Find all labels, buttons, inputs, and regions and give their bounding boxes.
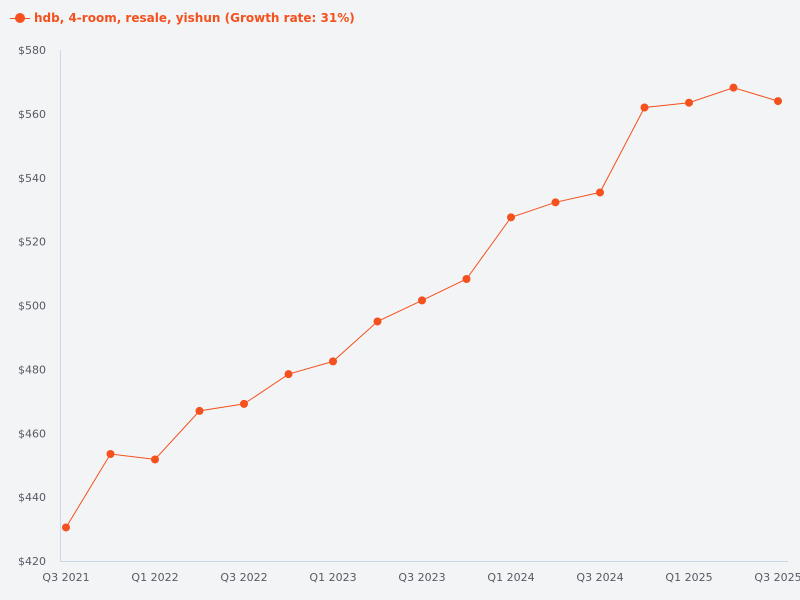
x-tick-label: Q3 2023	[398, 571, 445, 584]
legend-item[interactable]: hdb, 4-room, resale, yishun (Growth rate…	[10, 8, 355, 28]
y-tick-label: $520	[18, 236, 46, 249]
data-point	[373, 317, 382, 326]
x-tick-label: Q1 2023	[309, 571, 356, 584]
y-tick-label: $440	[18, 491, 46, 504]
data-point	[284, 370, 293, 379]
series-layer	[62, 83, 782, 532]
y-axis-tick-labels: $420 $440 $460 $480 $500 $520 $540 $560 $580	[18, 44, 46, 568]
x-tick-label: Q3 2022	[220, 571, 267, 584]
data-point	[329, 357, 337, 366]
x-tick-label: Q1 2025	[665, 571, 712, 584]
x-tick-label: Q1 2022	[131, 571, 178, 584]
data-point	[151, 455, 159, 464]
x-tick-label: Q3 2021	[42, 571, 89, 584]
y-tick-label: $500	[18, 300, 46, 313]
y-tick-label: $560	[18, 108, 46, 121]
data-point	[240, 399, 248, 408]
data-point	[596, 188, 604, 197]
data-point	[774, 97, 782, 106]
legend-label: hdb, 4-room, resale, yishun (Growth rate…	[34, 11, 355, 25]
x-tick-label: Q3 2024	[576, 571, 623, 584]
x-tick-label: Q1 2024	[487, 571, 534, 584]
y-tick-label: $480	[18, 363, 46, 376]
x-tick-label: Q3 2025	[754, 571, 800, 584]
data-point	[551, 198, 560, 207]
data-point	[685, 98, 693, 107]
data-point	[418, 296, 426, 305]
y-tick-label: $460	[18, 427, 46, 440]
data-point	[507, 213, 515, 222]
data-point	[195, 406, 204, 415]
data-point	[729, 83, 738, 92]
y-tick-label: $580	[18, 44, 46, 57]
y-tick-label: $420	[18, 555, 46, 568]
axes	[60, 50, 788, 562]
series-line	[65, 87, 779, 528]
y-tick-label: $540	[18, 172, 46, 185]
x-axis-tick-labels: Q3 2021 Q1 2022 Q3 2022 Q1 2023 Q3 2023 Q1 20…	[42, 571, 800, 584]
data-point	[62, 523, 70, 532]
data-point	[106, 450, 115, 459]
data-point	[462, 274, 471, 283]
legend-marker-icon	[10, 12, 30, 24]
data-point	[640, 103, 649, 112]
